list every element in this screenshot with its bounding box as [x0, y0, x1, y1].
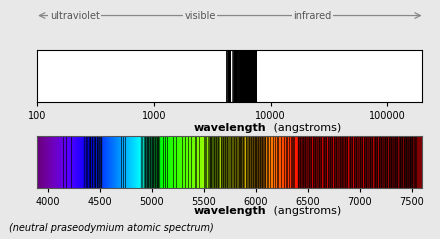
Text: wavelength: wavelength [193, 206, 266, 216]
Text: wavelength: wavelength [193, 123, 266, 133]
Text: ultraviolet: ultraviolet [50, 11, 100, 21]
Text: infrared: infrared [293, 11, 331, 21]
Text: (angstroms): (angstroms) [270, 123, 341, 133]
Text: (angstroms): (angstroms) [270, 206, 341, 216]
Text: (neutral praseodymium atomic spectrum): (neutral praseodymium atomic spectrum) [9, 223, 213, 233]
Text: visible: visible [184, 11, 216, 21]
